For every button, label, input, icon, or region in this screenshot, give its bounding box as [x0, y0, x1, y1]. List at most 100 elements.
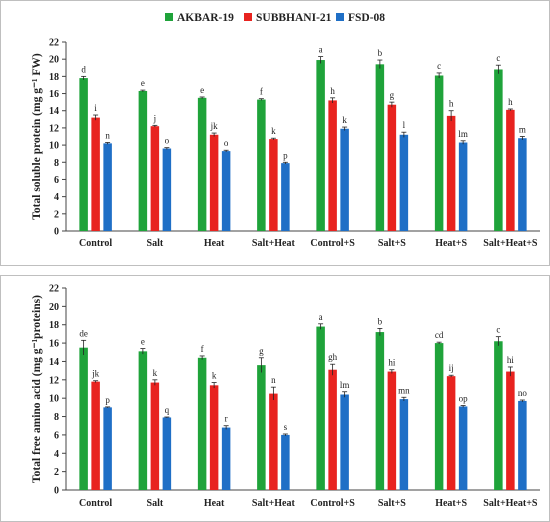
protein-bar — [79, 78, 88, 231]
protein-y-tick-label: 16 — [49, 89, 59, 100]
protein-significance-label: f — [260, 87, 263, 97]
amino-bar — [138, 351, 148, 490]
protein-bar — [446, 115, 456, 231]
legend-item-fsd: FSD-08 — [336, 12, 385, 24]
legend-swatch-akbar — [165, 13, 173, 21]
amino-significance-label: ij — [449, 363, 454, 373]
amino-bar — [221, 427, 231, 490]
protein-significance-label: p — [283, 150, 288, 160]
amino-category-label: Salt+Heat — [252, 498, 296, 509]
amino-y-tick-label: 10 — [49, 394, 59, 405]
legend-swatch-subbhani — [244, 13, 252, 21]
amino-significance-label: lm — [340, 380, 350, 390]
amino-bar — [197, 357, 207, 490]
amino-y-tick-label: 12 — [49, 375, 59, 386]
protein-significance-label: d — [81, 64, 86, 74]
protein-significance-label: o — [224, 138, 229, 148]
protein-significance-label: b — [378, 48, 383, 58]
protein-bar — [209, 134, 219, 231]
protein-category-label: Heat — [204, 238, 225, 249]
amino-bar — [518, 400, 527, 490]
amino-category-label: Heat — [204, 498, 225, 509]
protein-y-tick-label: 22 — [49, 38, 59, 49]
amino-significance-label: mn — [398, 385, 410, 395]
amino-category-label: Salt+Heat+S — [483, 498, 538, 509]
amino-bar — [494, 341, 503, 490]
amino-significance-label: q — [165, 405, 170, 415]
protein-significance-label: h — [449, 99, 454, 109]
amino-significance-label: e — [141, 337, 145, 347]
amino-category-label: Control+S — [310, 498, 355, 509]
protein-bar — [399, 134, 409, 231]
amino-category-label: Salt+S — [378, 498, 406, 509]
amino-significance-label: r — [225, 414, 228, 424]
chart-total-free-amino-acid: 0 2 4 6 8 10 12 14 16 18 20 22 Total free amino acid… — [31, 284, 540, 509]
amino-significance-label: de — [79, 328, 88, 338]
amino-significance-label: no — [518, 388, 528, 398]
amino-bar — [162, 417, 172, 490]
amino-y-tick-label: 20 — [49, 302, 59, 313]
amino-significance-label: op — [459, 394, 469, 404]
protein-y-axis-label: Total soluble protein (mg g⁻¹ FW) — [31, 53, 43, 220]
legend-swatch-fsd — [336, 13, 344, 21]
protein-category-label: Heat+S — [435, 238, 467, 249]
amino-y-axis-label: Total free amino acid (mg g⁻¹proteins) — [31, 295, 43, 483]
protein-bar — [316, 60, 325, 231]
protein-bar — [103, 143, 112, 231]
protein-bar — [91, 117, 100, 231]
protein-y-tick-label: 12 — [49, 123, 59, 134]
amino-significance-label: k — [212, 371, 217, 381]
amino-bar — [103, 407, 112, 490]
amino-significance-label: c — [496, 325, 500, 335]
amino-significance-label: jk — [91, 369, 100, 379]
protein-y-tick-label: 10 — [49, 141, 59, 152]
protein-y-tick-label: 4 — [54, 192, 59, 203]
protein-y-tick-label: 18 — [49, 72, 59, 83]
protein-significance-label: n — [105, 131, 110, 141]
amino-significance-label: a — [319, 312, 323, 322]
protein-category-label: Salt+S — [378, 238, 406, 249]
amino-bar — [375, 332, 385, 490]
protein-y-tick-label: 2 — [54, 209, 59, 220]
protein-significance-label: k — [271, 126, 276, 136]
protein-bar — [518, 138, 527, 231]
amino-bar — [150, 382, 160, 490]
protein-bar — [340, 128, 349, 231]
protein-bar — [257, 99, 266, 232]
protein-bar — [375, 64, 385, 231]
protein-significance-label: i — [94, 103, 97, 113]
amino-y-tick-label: 18 — [49, 320, 59, 331]
amino-significance-label: cd — [435, 330, 444, 340]
protein-bar — [221, 151, 231, 231]
protein-significance-label: j — [153, 113, 157, 123]
protein-category-label: Salt+Heat+S — [483, 238, 538, 249]
protein-significance-label: h — [508, 97, 513, 107]
amino-significance-label: n — [271, 375, 276, 385]
protein-significance-label: e — [200, 85, 204, 95]
amino-y-tick-label: 2 — [54, 467, 59, 478]
amino-bar — [281, 434, 290, 490]
protein-bar — [197, 97, 207, 231]
amino-bar — [257, 365, 266, 490]
amino-y-tick-label: 14 — [49, 357, 59, 368]
amino-significance-label: p — [105, 395, 110, 405]
protein-category-label: Control+S — [310, 238, 355, 249]
amino-category-label: Control — [79, 498, 112, 509]
legend-label-fsd: FSD-08 — [348, 12, 385, 24]
amino-bar — [340, 394, 349, 490]
amino-significance-label: g — [259, 346, 264, 356]
amino-category-label: Salt — [147, 498, 164, 509]
protein-bar — [494, 69, 503, 231]
amino-y-tick-label: 6 — [54, 430, 59, 441]
protein-significance-label: jk — [210, 121, 219, 131]
protein-significance-label: k — [342, 115, 347, 125]
protein-significance-label: m — [519, 125, 526, 135]
protein-bar — [458, 142, 468, 231]
protein-significance-label: c — [496, 53, 500, 63]
amino-significance-label: b — [378, 316, 383, 326]
amino-bar — [269, 393, 278, 490]
amino-category-label: Heat+S — [435, 498, 467, 509]
amino-y-tick-label: 0 — [54, 486, 59, 497]
amino-bar — [328, 369, 337, 490]
